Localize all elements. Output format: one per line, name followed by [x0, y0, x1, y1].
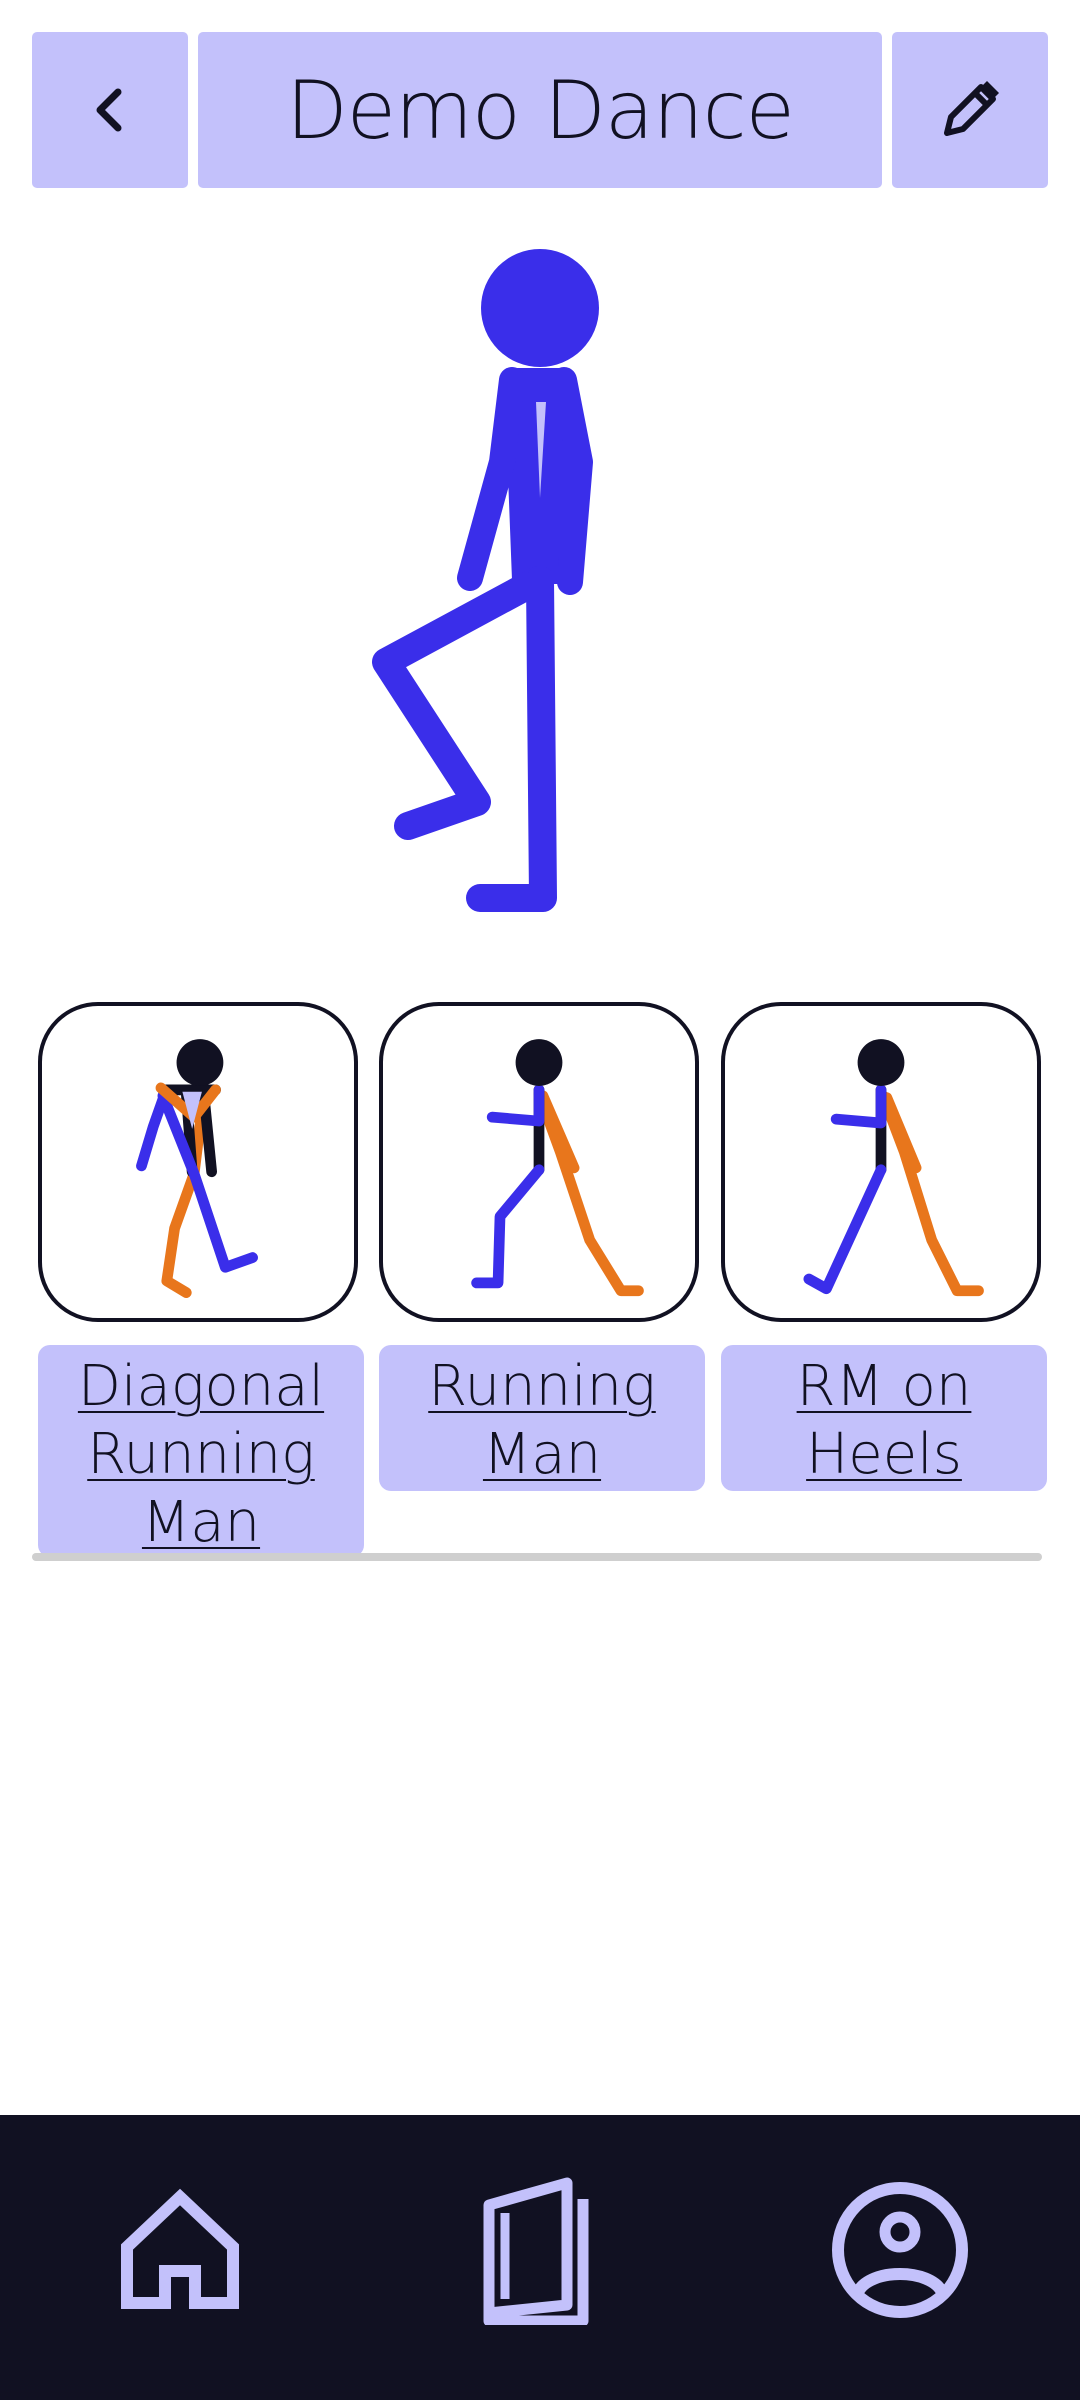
bottom-navigation [0, 2115, 1080, 2400]
nav-library-button[interactable] [465, 2175, 615, 2325]
move-card-running-man[interactable] [379, 1002, 699, 1322]
move-label-button[interactable]: RM on Heels [721, 1345, 1047, 1491]
edit-button[interactable] [892, 32, 1048, 188]
horizontal-scrollbar[interactable] [32, 1553, 1042, 1561]
move-label-text: RM on Heels [796, 1354, 972, 1487]
chevron-left-icon [96, 88, 122, 132]
back-button[interactable] [32, 32, 188, 188]
profile-icon [832, 2182, 968, 2318]
move-label-text: Running Man [428, 1354, 656, 1487]
page-title-text: Demo Dance [286, 63, 795, 157]
move-thumbnail [136, 1039, 258, 1299]
move-card-rm-on-heels[interactable] [721, 1002, 1041, 1322]
move-thumbnail [471, 1039, 644, 1297]
move-label-text: Diagonal Running Man [77, 1354, 325, 1555]
nav-profile-button[interactable] [825, 2175, 975, 2325]
home-icon [121, 2188, 239, 2309]
pencil-icon [944, 81, 999, 136]
book-icon [483, 2177, 589, 2325]
dance-figure-preview[interactable] [340, 230, 740, 930]
move-label-button[interactable]: Running Man [379, 1345, 705, 1491]
move-thumbnail [803, 1039, 984, 1297]
page-title: Demo Dance [198, 32, 882, 188]
move-card-diagonal-running-man[interactable] [38, 1002, 358, 1322]
move-label-button[interactable]: Diagonal Running Man [38, 1345, 364, 1557]
nav-home-button[interactable] [105, 2175, 255, 2325]
